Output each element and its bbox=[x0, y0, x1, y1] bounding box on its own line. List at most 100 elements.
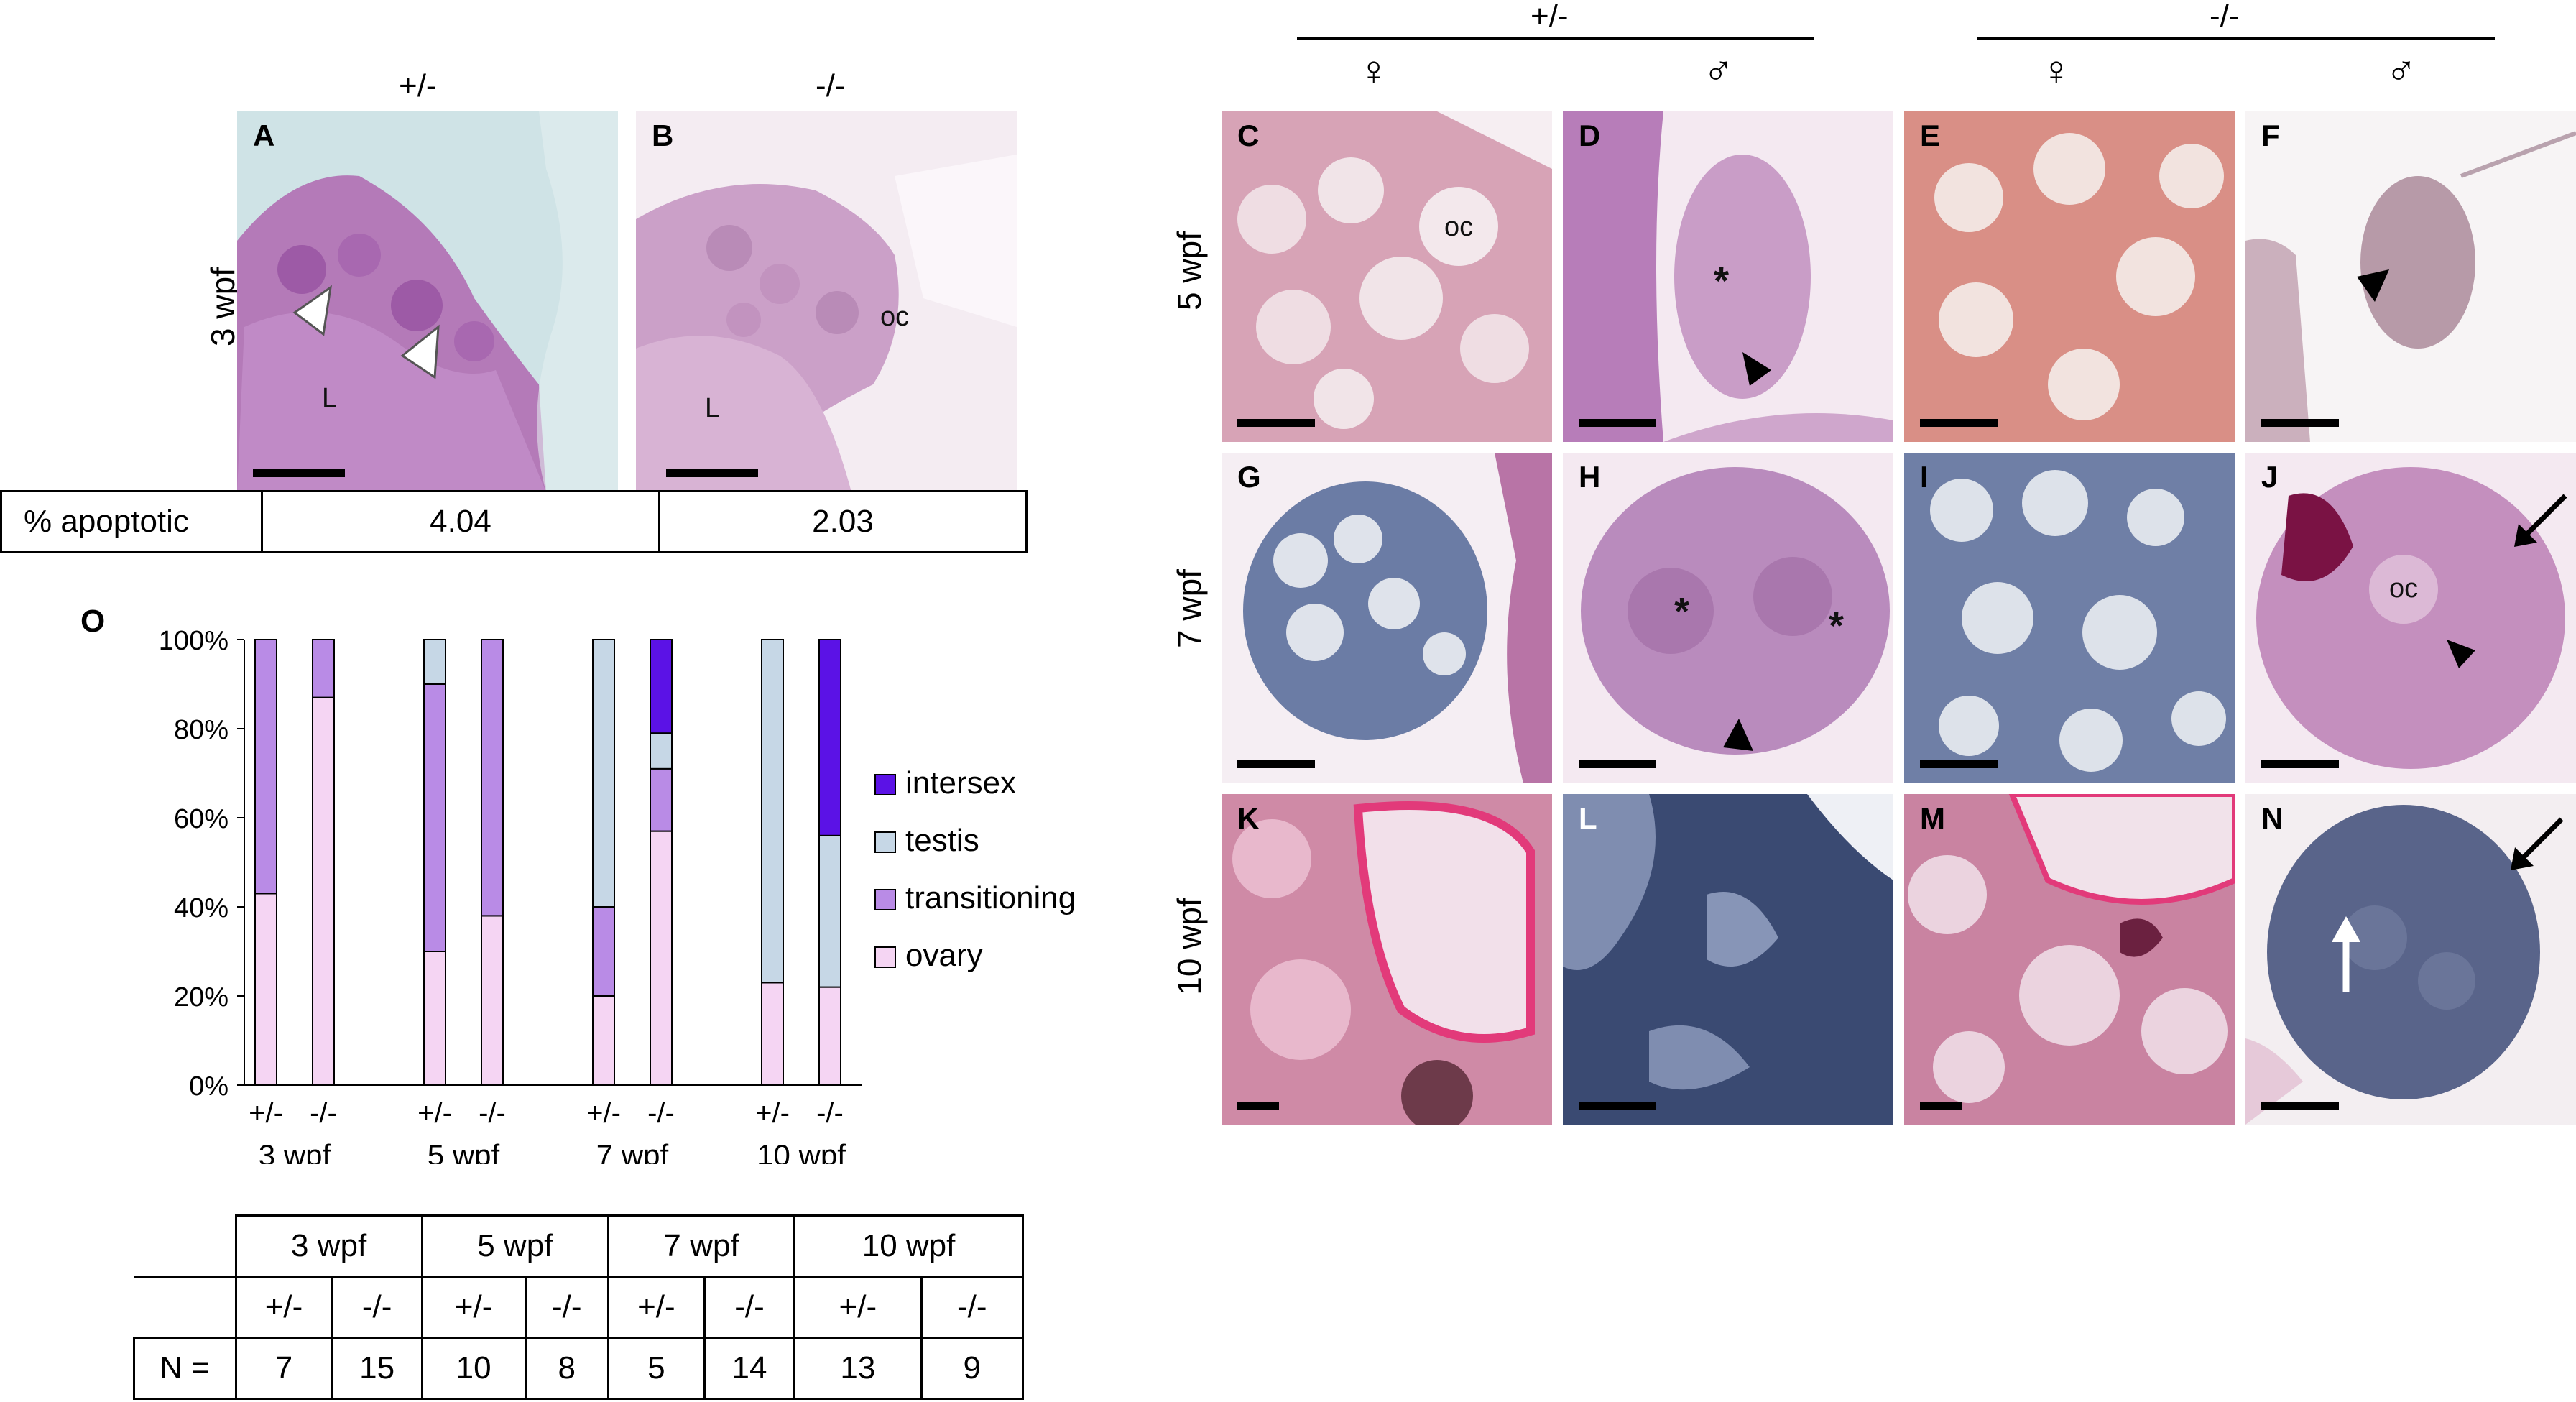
micrograph-G: G bbox=[1222, 453, 1552, 783]
sex-label-male-hom: ♂ bbox=[2386, 47, 2417, 94]
apoptotic-value-hom: 2.03 bbox=[658, 490, 1028, 553]
scale-bar-B bbox=[666, 469, 758, 477]
bar-segment-ovary bbox=[481, 915, 504, 1086]
asterisk-mark-H-2: * bbox=[1829, 604, 1845, 647]
n-group-7wpf: 7 wpf bbox=[606, 1214, 796, 1278]
legend-label-intersex: intersex bbox=[905, 765, 1016, 801]
y-tick-label: 40% bbox=[174, 893, 228, 923]
bar-segment-ovary bbox=[423, 951, 446, 1086]
arrowhead-white-1 bbox=[292, 285, 333, 336]
bar-segment-testis bbox=[650, 732, 673, 770]
tissue-image-B bbox=[636, 155, 1017, 492]
x-tick-label: -/- bbox=[647, 1097, 675, 1129]
n-genotype: +/- bbox=[234, 1276, 333, 1339]
apoptotic-label: % apoptotic bbox=[0, 490, 263, 553]
n-row-label: N = bbox=[133, 1337, 237, 1400]
panel-letter-I: I bbox=[1920, 460, 1929, 494]
scale-bar-D bbox=[1579, 419, 1656, 427]
arrowhead-black-J bbox=[2447, 640, 2475, 668]
bar-segment-transitioning bbox=[650, 767, 673, 832]
scale-bar-F bbox=[2261, 419, 2339, 427]
lumen-mark-B: L bbox=[705, 393, 721, 423]
n-group-3wpf: 3 wpf bbox=[234, 1214, 423, 1278]
n-group-5wpf: 5 wpf bbox=[420, 1214, 609, 1278]
row-label-7wpf: 7 wpf bbox=[1171, 569, 1208, 648]
panel-letter-B: B bbox=[652, 119, 674, 152]
n-value: 10 bbox=[420, 1337, 527, 1400]
x-tick-label: +/- bbox=[586, 1097, 621, 1129]
x-tick-label: -/- bbox=[310, 1097, 337, 1129]
oocyte-mark-B: oc bbox=[880, 302, 910, 332]
group-label: 3 wpf bbox=[259, 1138, 331, 1164]
n-value: 13 bbox=[793, 1337, 923, 1400]
n-genotype: -/- bbox=[920, 1276, 1025, 1339]
n-table: 3 wpf 5 wpf 7 wpf 10 wpf +/- -/- +/- -/-… bbox=[133, 1214, 1025, 1400]
sex-label-male-het: ♂ bbox=[1703, 47, 1735, 94]
micrograph-H: H * * bbox=[1563, 453, 1893, 783]
arrowhead-black-H bbox=[1723, 719, 1753, 751]
lumen-mark-A: L bbox=[322, 383, 338, 413]
micrograph-L: L bbox=[1563, 794, 1893, 1125]
x-tick-label: +/- bbox=[249, 1097, 283, 1129]
scale-bar-A bbox=[253, 469, 345, 477]
panel-letter-C: C bbox=[1237, 119, 1260, 152]
arrowhead-black-D bbox=[1742, 352, 1771, 386]
n-genotype: +/- bbox=[420, 1276, 527, 1339]
bar-segment-ovary bbox=[818, 986, 841, 1086]
legend-label-testis: testis bbox=[905, 823, 979, 858]
scale-bar-N bbox=[2261, 1102, 2339, 1110]
row-label-10wpf: 10 wpf bbox=[1171, 898, 1208, 995]
group-label: 10 wpf bbox=[757, 1138, 846, 1164]
n-table-corner-2 bbox=[134, 1276, 237, 1339]
scale-bar-G bbox=[1237, 760, 1315, 768]
n-genotype: -/- bbox=[524, 1276, 609, 1339]
legend-swatch-testis bbox=[874, 831, 896, 853]
group-line-het bbox=[1297, 37, 1814, 40]
panel-letter-L: L bbox=[1579, 801, 1597, 835]
legend-label-transitioning: transitioning bbox=[905, 880, 1076, 916]
tissue-image-A bbox=[237, 111, 618, 492]
y-tick-label: 80% bbox=[174, 715, 228, 745]
sex-label-female-het: ♀ bbox=[1358, 47, 1390, 94]
arrow-white-N bbox=[2332, 916, 2360, 992]
x-tick-label: +/- bbox=[417, 1097, 452, 1129]
panel-letter-A: A bbox=[253, 119, 275, 152]
micrograph-J: J oc bbox=[2245, 453, 2576, 783]
legend-swatch-transitioning bbox=[874, 889, 896, 910]
oocyte-mark-C: oc bbox=[1444, 212, 1474, 242]
group-label-hom: -/- bbox=[2210, 0, 2240, 34]
apoptotic-value-het: 4.04 bbox=[261, 490, 660, 553]
n-table-corner bbox=[134, 1215, 237, 1278]
n-genotype: -/- bbox=[331, 1276, 423, 1339]
y-tick-label: 100% bbox=[159, 626, 228, 656]
legend-label-ovary: ovary bbox=[905, 938, 983, 973]
micrograph-N: N bbox=[2245, 794, 2576, 1125]
micrograph-A: A L bbox=[237, 111, 618, 492]
n-value: 8 bbox=[524, 1337, 609, 1400]
bar-segment-transitioning bbox=[254, 639, 277, 895]
bar-segment-transitioning bbox=[481, 639, 504, 917]
panel-letter-M: M bbox=[1920, 801, 1945, 835]
n-group-10wpf: 10 wpf bbox=[793, 1214, 1024, 1278]
x-tick-label: -/- bbox=[816, 1097, 844, 1129]
bar-segment-ovary bbox=[254, 893, 277, 1086]
arrowhead-white-2 bbox=[400, 324, 440, 379]
n-genotype: +/- bbox=[606, 1276, 706, 1339]
micrograph-F: F bbox=[2245, 111, 2576, 442]
micrograph-M: M bbox=[1904, 794, 2235, 1125]
panel-letter-N: N bbox=[2261, 801, 2284, 835]
genotype-label-hom: -/- bbox=[816, 68, 846, 103]
bar-segment-testis bbox=[818, 834, 841, 988]
group-label: 7 wpf bbox=[596, 1138, 669, 1164]
panel-letter-J: J bbox=[2261, 460, 2279, 494]
bar-segment-ovary bbox=[761, 982, 784, 1087]
arrowhead-black-F bbox=[2357, 269, 2389, 302]
scale-bar-K bbox=[1237, 1102, 1279, 1110]
bar-segment-ovary bbox=[312, 696, 335, 1087]
scale-bar-C bbox=[1237, 419, 1315, 427]
micrograph-E: E bbox=[1904, 111, 2235, 442]
arrow-black-J bbox=[2514, 494, 2567, 547]
n-genotype: +/- bbox=[793, 1276, 923, 1339]
scale-bar-I bbox=[1920, 760, 1998, 768]
bar-segment-intersex bbox=[818, 639, 841, 836]
